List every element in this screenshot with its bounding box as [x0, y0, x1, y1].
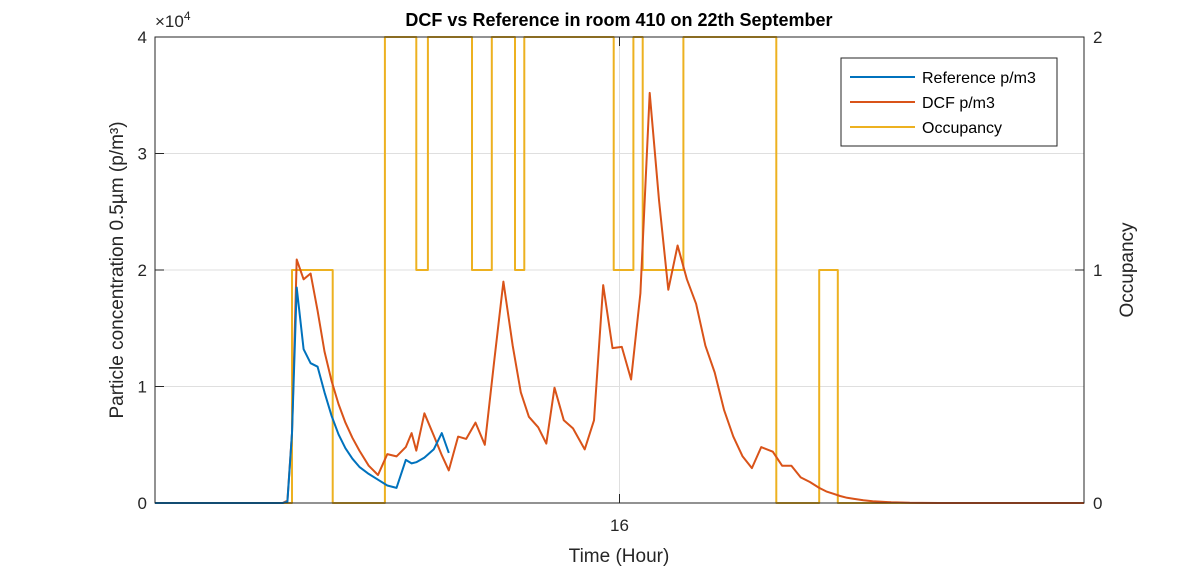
ticks	[155, 36, 1084, 504]
grid	[155, 37, 1084, 503]
y-right-tick-label: 1	[1093, 261, 1102, 280]
chart-title: DCF vs Reference in room 410 on 22th Sep…	[405, 10, 832, 30]
y-exponent-power: 4	[184, 9, 191, 23]
legend-label-occupancy: Occupancy	[922, 120, 1002, 137]
series-occupancy-line	[155, 36, 1084, 504]
legend: Reference p/m3 DCF p/m3 Occupancy	[840, 57, 1058, 147]
x-axis-label: Time (Hour)	[569, 546, 670, 567]
y-left-tick-label: 4	[138, 28, 147, 47]
y-exponent-base: ×10	[155, 12, 184, 31]
y-left-tick-label: 1	[138, 378, 147, 397]
series-dcf-line	[155, 91, 1084, 504]
y-exponent-label: ×104	[155, 9, 191, 31]
y-axis-left-label: Particle concentration 0.5µm (p/m³)	[107, 121, 128, 418]
x-tick-labels: 16	[610, 516, 629, 535]
series-layer	[155, 36, 1084, 504]
y-axis-right-label: Occupancy	[1117, 222, 1138, 318]
legend-label-dcf: DCF p/m3	[922, 95, 995, 112]
legend-label-reference: Reference p/m3	[922, 70, 1036, 87]
y-right-tick-label: 2	[1093, 28, 1102, 47]
series-reference-line	[155, 286, 450, 504]
y-left-tick-label: 3	[138, 145, 147, 164]
x-tick-label: 16	[610, 516, 629, 535]
y-left-tick-label: 0	[138, 494, 147, 513]
y-left-tick-label: 2	[138, 261, 147, 280]
y-right-tick-label: 0	[1093, 494, 1102, 513]
left-tick-labels: 0 1 2 3 4	[138, 28, 147, 513]
right-tick-labels: 0 1 2	[1093, 28, 1102, 513]
